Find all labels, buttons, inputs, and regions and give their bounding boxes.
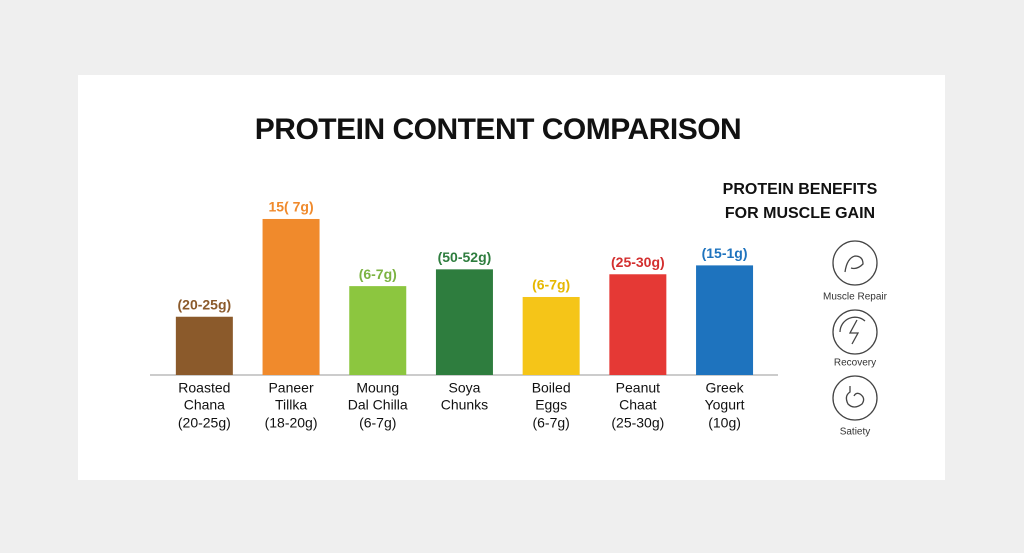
x-tick-label: Tillka — [275, 397, 307, 413]
portion-label: (10g) — [708, 415, 741, 431]
x-tick-label: Dal Chilla — [348, 397, 408, 413]
bar — [349, 286, 407, 375]
x-tick-label: Chana — [184, 397, 225, 413]
x-tick-label: Chunks — [441, 397, 488, 413]
portion-label: (18-20g) — [265, 415, 318, 431]
panel — [78, 75, 945, 480]
value-label: (25-30g) — [611, 254, 665, 270]
bar — [609, 274, 667, 375]
x-tick-label: Moung — [356, 380, 399, 396]
bar — [696, 265, 754, 375]
value-label: (50-52g) — [438, 249, 492, 265]
portion-label: (20-25g) — [178, 415, 231, 431]
benefit-label: Satiety — [840, 427, 871, 438]
bar — [262, 218, 320, 375]
side-title: FOR MUSCLE GAIN — [725, 205, 875, 222]
x-tick-label: Eggs — [535, 397, 567, 413]
value-label: (20-25g) — [178, 296, 232, 312]
x-tick-label: Roasted — [178, 380, 230, 396]
bar — [522, 296, 580, 375]
x-tick-label: Peanut — [616, 380, 660, 396]
bar — [435, 269, 493, 375]
value-label: 15( 7g) — [268, 199, 313, 215]
portion-label: (6-7g) — [532, 415, 569, 431]
benefit-label: Recovery — [834, 358, 876, 369]
benefit-icons — [832, 240, 878, 421]
value-label: (6-7g) — [359, 266, 397, 282]
x-tick-label: Yogurt — [705, 397, 745, 413]
portion-label: (25-30g) — [611, 415, 664, 431]
x-tick-label: Greek — [705, 380, 744, 396]
benefit-label: Muscle Repair — [823, 292, 888, 303]
chart-title: PROTEIN CONTENT COMPARISON — [255, 113, 741, 146]
x-tick-label: Chaat — [619, 397, 656, 413]
portion-label: (6-7g) — [359, 415, 396, 431]
x-tick-label: Paneer — [268, 380, 313, 396]
value-label: (6-7g) — [532, 277, 570, 293]
x-tick-label: Boiled — [532, 380, 571, 396]
value-label: (15-1g) — [702, 245, 748, 261]
side-title: PROTEIN BENEFITS — [723, 181, 878, 198]
x-tick-label: Soya — [448, 380, 480, 396]
bar — [175, 316, 233, 375]
